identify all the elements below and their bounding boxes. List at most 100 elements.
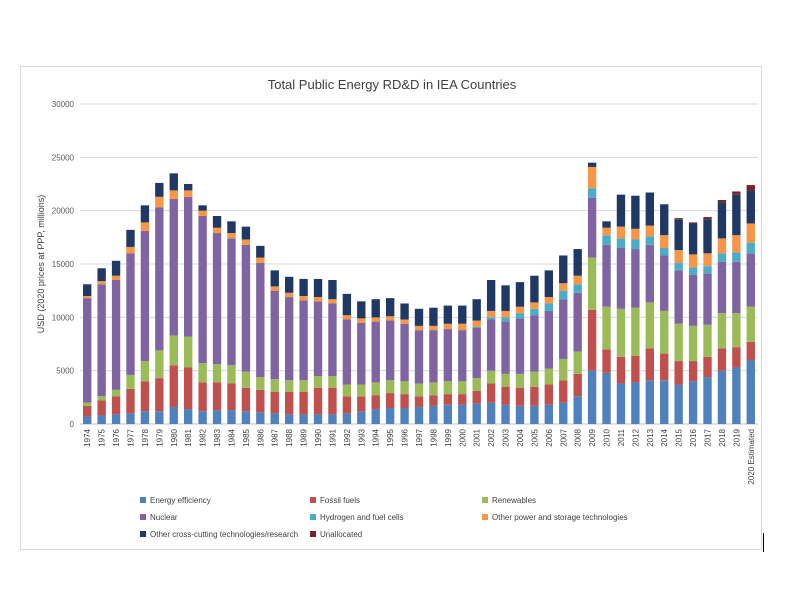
bar-segment	[746, 341, 755, 360]
bar-segment	[313, 414, 323, 424]
x-tick-labels: 1974 1975 1976 1977 1978 1979 1980 1981 1982 1983…	[83, 428, 756, 484]
x-tick-label: 1993	[357, 428, 366, 446]
bar-segment	[616, 238, 626, 248]
bar-segment	[212, 382, 222, 411]
bar-segment	[660, 310, 669, 354]
legend-label: Renewables	[492, 496, 536, 505]
bar-segment	[126, 246, 135, 254]
bar-segment	[169, 173, 178, 191]
bar-segment	[443, 381, 453, 395]
legend-swatch	[140, 514, 146, 520]
bar-segment	[126, 229, 135, 247]
bar-segment	[732, 235, 741, 253]
x-tick-label: 2005	[530, 428, 539, 446]
x-tick-label: 1996	[401, 428, 410, 446]
bar-segment	[140, 381, 150, 412]
bar-segment	[371, 299, 380, 318]
bar-segment	[126, 413, 135, 424]
bar-segment	[515, 387, 525, 406]
bar-segment	[458, 305, 467, 324]
bar-segment	[559, 358, 568, 381]
bar-segment	[97, 268, 106, 282]
x-tick-label: 2011	[617, 428, 626, 446]
bar-segment	[688, 254, 698, 268]
legend: Energy efficiency Fossil fuels Renewables N…	[140, 496, 628, 539]
bar-segment	[674, 323, 683, 362]
bar-segment	[501, 317, 510, 322]
bar-segment	[284, 380, 294, 392]
bar-segment	[443, 404, 453, 424]
bar-segment	[429, 405, 438, 424]
bar-segment	[155, 207, 164, 351]
bar-segment	[544, 368, 554, 385]
bar-segment	[458, 394, 467, 405]
bar-segment	[97, 415, 106, 424]
bar-segment	[544, 310, 554, 369]
x-tick-label: 2004	[516, 428, 525, 446]
bar-segment	[184, 409, 193, 424]
bar-segment	[587, 166, 597, 189]
x-tick-label: 1982	[199, 428, 208, 446]
bar-segment	[616, 226, 626, 239]
bar-segment	[313, 278, 323, 298]
bar-segment	[414, 308, 424, 326]
bar-segment	[645, 302, 654, 349]
x-tick-label: 1985	[242, 428, 251, 446]
bar-segment	[732, 191, 741, 195]
bar-segment	[184, 367, 193, 410]
bar-segment	[717, 202, 727, 239]
bar-segment	[717, 238, 727, 254]
bar-segment	[458, 323, 467, 331]
bar-segment	[83, 296, 92, 299]
bar-segment	[602, 244, 611, 307]
bar-segment	[184, 196, 193, 337]
bar-segment	[400, 319, 409, 324]
bar-segment	[256, 412, 265, 424]
bar-segment	[660, 204, 669, 236]
bar-segment	[256, 257, 265, 263]
bar-segment	[674, 218, 683, 220]
bar-segment	[256, 245, 265, 258]
bar-segment	[184, 190, 193, 197]
bar-segment	[717, 370, 727, 424]
bar-segment	[97, 284, 106, 397]
bar-segment	[472, 390, 481, 404]
bar-segment	[631, 382, 640, 424]
bar-segment	[587, 188, 597, 198]
x-tick-label: 1991	[328, 428, 337, 446]
x-tick-label: 1974	[83, 428, 92, 446]
bar-segment	[385, 316, 395, 321]
bar-segment	[299, 392, 308, 415]
bar-segment	[573, 284, 582, 293]
bar-segment	[645, 244, 654, 303]
bar-segment	[212, 233, 222, 365]
bar-segment	[371, 395, 380, 410]
bar-segment	[732, 261, 741, 314]
bar-segment	[140, 411, 150, 424]
bar-segment	[587, 309, 597, 371]
bar-segment	[414, 330, 424, 384]
bar-segment	[486, 319, 496, 371]
bar-segment	[342, 293, 352, 316]
bar-segment	[645, 380, 654, 424]
bar-segment	[198, 382, 207, 412]
bar-segment	[674, 250, 683, 263]
bar-segment	[111, 414, 121, 424]
bar-segment	[746, 306, 755, 342]
bar-segment	[400, 323, 409, 382]
bar-segment	[414, 383, 424, 397]
bar-segment	[371, 321, 380, 383]
bar-segment	[587, 257, 597, 310]
x-tick-label: 1980	[170, 428, 179, 446]
bar-segment	[328, 303, 337, 376]
x-tick-label: 1994	[372, 428, 381, 446]
bar-segment	[746, 242, 755, 254]
y-tick-labels: 0 5000 10000 15000 20000 25000 30000	[52, 100, 75, 429]
bar-segment	[544, 404, 554, 424]
legend-swatch	[482, 497, 488, 503]
x-tick-label: 2012	[631, 428, 640, 446]
bar-segment	[515, 306, 525, 314]
bar-segment	[140, 205, 150, 223]
bar-segment	[169, 406, 178, 424]
bar-segment	[284, 276, 294, 293]
